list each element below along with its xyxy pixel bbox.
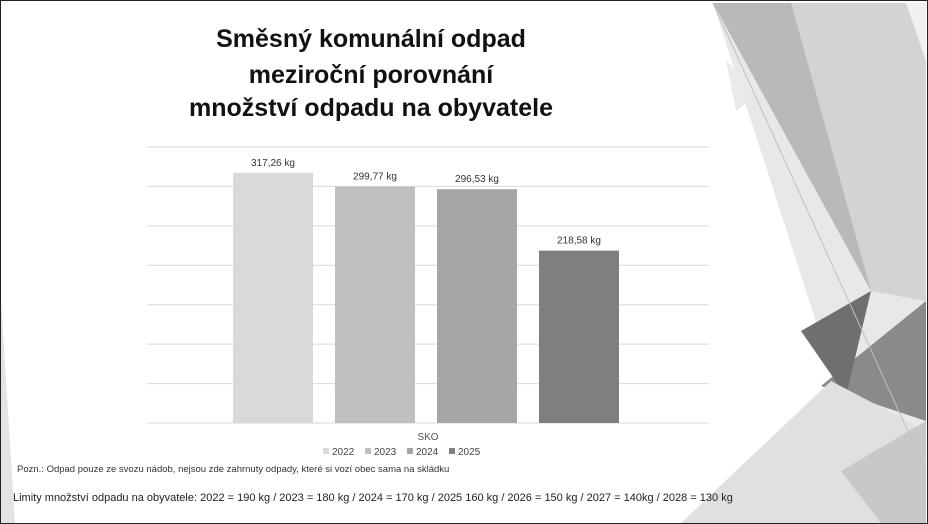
chart-title-line-2: meziroční porovnání bbox=[248, 61, 494, 89]
data-label-2023: 299,77 kg bbox=[353, 172, 397, 183]
data-label-2025: 218,58 kg bbox=[557, 236, 601, 247]
bar-2022 bbox=[233, 172, 313, 423]
x-axis-label: SKO bbox=[417, 432, 438, 443]
legend-label-2024: 2024 bbox=[416, 447, 439, 458]
chart-title-line-3: množství odpadu na obyvatele bbox=[189, 94, 553, 122]
legend-label-2023: 2023 bbox=[374, 447, 397, 458]
legend-swatch-2022 bbox=[323, 448, 329, 454]
chart-title-line-1: Směsný komunální odpad bbox=[216, 25, 526, 53]
legend-swatch-2025 bbox=[449, 448, 455, 454]
legend-label-2025: 2025 bbox=[458, 447, 481, 458]
footnote: Pozn.: Odpad pouze ze svozu nádob, nejso… bbox=[17, 464, 450, 475]
legend-label-2022: 2022 bbox=[332, 447, 355, 458]
data-label-2022: 317,26 kg bbox=[251, 158, 295, 169]
bar-2023 bbox=[335, 186, 415, 423]
legend-swatch-2023 bbox=[365, 448, 371, 454]
bar-2025 bbox=[539, 250, 619, 423]
bar-2024 bbox=[437, 189, 517, 423]
legend-swatch-2024 bbox=[407, 448, 413, 454]
data-label-2024: 296,53 kg bbox=[455, 174, 499, 185]
limits-text: Limity množství odpadu na obyvatele: 202… bbox=[13, 492, 733, 504]
